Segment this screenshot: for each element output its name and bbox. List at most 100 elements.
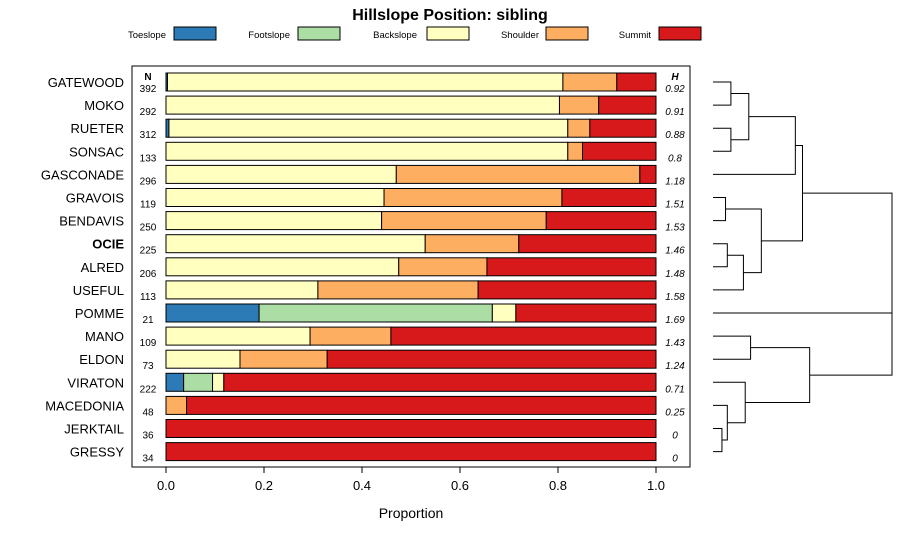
category-label-viraton: VIRATON (67, 375, 124, 390)
bar-pomme-footslope (258, 303, 493, 323)
bar-rueter-shoulder (567, 118, 591, 138)
bar-sonsac-summit (582, 141, 657, 161)
x-axis-label: Proportion (379, 505, 444, 521)
bar-bendavis-summit (545, 211, 657, 231)
plot-frame (131, 65, 691, 468)
bar-moko-shoulder (558, 95, 600, 115)
h-value-pomme: 1.69 (665, 315, 685, 326)
h-value-macedonia: 0.25 (665, 407, 685, 418)
bar-mano-summit (390, 326, 657, 346)
bar-gravois-backslope (165, 188, 385, 207)
n-value-gatewood: 392 (140, 84, 157, 95)
x-tick-label: 0.4 (353, 478, 371, 493)
category-label-bendavis: BENDAVIS (59, 214, 124, 229)
x-tick-label: 1.0 (647, 478, 665, 493)
legend-swatch-footslope (297, 26, 341, 41)
category-label-gressy: GRESSY (70, 445, 125, 460)
dendrogram-branch (730, 93, 750, 141)
bar-gressy-summit (165, 442, 657, 462)
bar-macedonia-summit (186, 395, 657, 415)
n-value-gasconade: 296 (140, 176, 157, 187)
n-value-gravois: 119 (140, 200, 156, 211)
bar-alred-backslope (165, 257, 400, 277)
n-value-useful: 113 (140, 292, 156, 303)
category-labels: GATEWOOD 392 0.92 MOKO 292 0.91 RUETER 312 0.88 S… (41, 75, 685, 465)
bar-ocie-summit (518, 234, 657, 254)
dendrogram-branch (713, 428, 723, 453)
n-value-moko: 292 (140, 107, 157, 118)
x-axis: 0.0 0.2 0.4 0.6 0.8 1.0 (157, 467, 665, 493)
dendrogram-branch (761, 145, 803, 242)
h-value-gasconade: 1.18 (665, 176, 685, 187)
bar-gravois-summit (561, 188, 657, 207)
h-value-alred: 1.48 (665, 269, 685, 280)
bar-ocie-shoulder (424, 234, 520, 254)
bar-viraton-backslope (212, 372, 225, 392)
bar-gasconade-shoulder (395, 164, 641, 184)
category-label-alred: ALRED (81, 260, 124, 275)
n-value-bendavis: 250 (140, 223, 157, 234)
category-label-jerktail: JERKTAIL (64, 422, 124, 437)
bar-gravois-shoulder (383, 188, 563, 207)
bar-gasconade-summit (639, 164, 657, 184)
dendrogram-branch (713, 335, 752, 360)
dendrogram-branch (713, 197, 727, 222)
category-label-ocie: OCIE (92, 237, 124, 252)
dendrogram-branch (745, 347, 811, 404)
bar-pomme-backslope (491, 303, 517, 323)
h-value-rueter: 0.88 (665, 130, 685, 141)
bar-alred-summit (486, 257, 657, 277)
n-column-header: N (144, 72, 151, 83)
n-value-rueter: 312 (140, 130, 157, 141)
bar-jerktail-summit (165, 419, 657, 438)
n-value-macedonia: 48 (142, 407, 154, 418)
bar-viraton-toeslope (165, 372, 185, 392)
category-label-moko: MOKO (84, 98, 124, 113)
n-value-ocie: 225 (140, 246, 157, 257)
bar-rueter-backslope (168, 118, 569, 138)
h-value-eldon: 1.24 (665, 361, 685, 372)
category-label-useful: USEFUL (73, 283, 124, 298)
legend-label-shoulder: Shoulder (501, 30, 539, 41)
h-value-jerktail: 0 (672, 431, 678, 442)
dendrogram-branch (713, 81, 732, 106)
category-label-macedonia: MACEDONIA (45, 398, 124, 413)
x-tick-label: 0.2 (255, 478, 273, 493)
h-value-viraton: 0.71 (665, 384, 684, 395)
legend-label-footslope: Footslope (248, 30, 290, 41)
h-value-moko: 0.91 (665, 107, 684, 118)
h-value-gatewood: 0.92 (665, 84, 685, 95)
h-column-header: H (671, 72, 679, 83)
n-value-sonsac: 133 (140, 153, 157, 164)
h-value-sonsac: 0.8 (668, 153, 682, 164)
legend-swatch-shoulder (545, 26, 589, 41)
bar-gatewood-shoulder (562, 72, 618, 92)
n-value-eldon: 73 (142, 361, 154, 372)
bar-eldon-summit (326, 349, 657, 369)
category-label-gatewood: GATEWOOD (48, 75, 124, 90)
dendrogram-branch (713, 312, 893, 376)
bar-sonsac-shoulder (567, 141, 583, 161)
bar-useful-summit (477, 280, 657, 300)
bar-moko-backslope (165, 95, 560, 115)
h-value-gressy: 0 (672, 454, 678, 465)
category-label-mano: MANO (85, 329, 124, 344)
bar-gatewood-backslope (166, 72, 564, 92)
bar-pomme-toeslope (165, 303, 260, 323)
n-value-pomme: 21 (142, 315, 154, 326)
dendrogram (713, 81, 893, 453)
h-value-ocie: 1.46 (665, 246, 685, 257)
bar-bendavis-shoulder (381, 211, 547, 231)
dendrogram-branch (802, 192, 893, 345)
x-tick-label: 0.6 (451, 478, 469, 493)
stacked-bars (165, 72, 657, 462)
bar-sonsac-backslope (165, 141, 569, 161)
h-value-mano: 1.43 (665, 338, 685, 349)
dendrogram-branch (713, 254, 744, 291)
chart-title: Hillslope Position: sibling (352, 7, 548, 24)
legend-swatch-toeslope (173, 26, 217, 41)
bar-pomme-summit (515, 303, 657, 323)
dendrogram-branch (713, 381, 746, 424)
bar-rueter-summit (589, 118, 657, 138)
